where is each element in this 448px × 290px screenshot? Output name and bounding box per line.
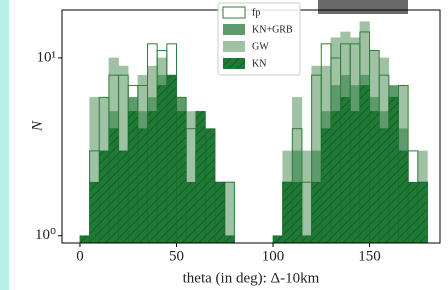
legend-swatch — [223, 7, 245, 18]
hist-bar — [205, 129, 215, 243]
hist-bar — [370, 111, 380, 243]
legend-label: KN+GRB — [252, 24, 293, 35]
hist-bar — [312, 182, 322, 243]
hist-bar — [99, 151, 109, 243]
hist-bar — [196, 111, 206, 243]
legend-swatch — [223, 58, 245, 69]
hist-bar — [398, 151, 408, 243]
hist-bar — [273, 236, 283, 243]
hist-bar — [331, 111, 341, 243]
hist-bar — [389, 97, 399, 243]
hist-bar — [292, 182, 302, 243]
x-tick-label: 100 — [262, 248, 285, 264]
hist-bar — [186, 182, 196, 243]
y-axis-label: N — [29, 120, 45, 132]
hist-bar — [90, 182, 100, 243]
legend-label: GW — [252, 41, 269, 52]
hist-bar — [128, 111, 138, 243]
x-tick-label: 0 — [76, 248, 84, 264]
hist-bar — [283, 182, 293, 243]
hist-bar — [157, 85, 167, 243]
hist-bar — [119, 151, 129, 243]
hist-bar — [302, 236, 312, 243]
hist-bar — [341, 97, 351, 243]
hist-bar — [80, 236, 90, 243]
hist-bar — [176, 111, 186, 243]
video-thumbnail — [318, 0, 408, 14]
hist-bar — [379, 129, 389, 243]
y-tick-label: 10⁰ — [35, 227, 56, 243]
y-tick-label: 10¹ — [37, 49, 57, 65]
x-tick-label: 50 — [169, 248, 184, 264]
hist-bar — [148, 111, 158, 243]
hist-bar — [350, 111, 360, 243]
hist-bar — [408, 182, 418, 243]
x-tick-label: 150 — [358, 248, 381, 264]
hist-bar — [360, 85, 370, 243]
chart: N theta (in deg): Δ-10km 0 50 100 150 10⁰ 10¹… — [0, 0, 448, 290]
hist-bar — [225, 236, 235, 243]
hist-bar — [109, 129, 119, 243]
x-axis-label: theta (in deg): Δ-10km — [183, 270, 320, 286]
hist-bar — [167, 75, 177, 243]
legend: fp KN+GRB GW KN — [218, 3, 300, 75]
hist-bar — [225, 182, 235, 243]
hist-bar — [321, 129, 331, 243]
legend-label: KN — [252, 58, 266, 69]
legend-label: fp — [252, 7, 260, 18]
hist-bar — [138, 129, 148, 243]
hist-bar — [215, 182, 225, 243]
window-edge — [0, 0, 9, 290]
hist-bar — [302, 151, 312, 243]
legend-swatch — [223, 24, 245, 35]
hist-bar — [418, 182, 428, 243]
legend-swatch — [223, 41, 245, 52]
